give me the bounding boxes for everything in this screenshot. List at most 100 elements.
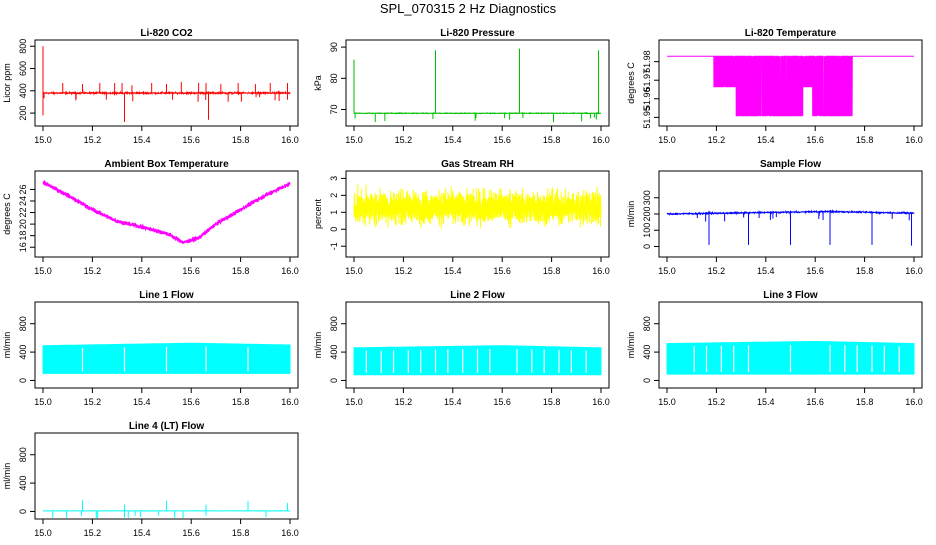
x-tick-label: 15.8 xyxy=(232,135,250,145)
chart-title: Li-820 Temperature xyxy=(745,28,837,39)
y-tick-label: 400 xyxy=(18,476,28,491)
y-tick-label: 0 xyxy=(329,378,339,383)
chart-title: Li-820 Pressure xyxy=(440,28,515,39)
x-tick-label: 15.6 xyxy=(806,135,824,145)
y-tick-label: 0 xyxy=(18,378,28,383)
x-tick-label: 15.0 xyxy=(34,266,52,276)
y-tick-label: 200 xyxy=(642,206,652,221)
x-tick-label: 15.6 xyxy=(806,397,824,407)
x-tick-label: 15.6 xyxy=(806,266,824,276)
y-tick-label: 26 xyxy=(18,184,28,194)
x-tick-label: 15.4 xyxy=(133,266,151,276)
x-tick-label: 15.2 xyxy=(84,266,102,276)
x-tick-label: 15.8 xyxy=(543,266,561,276)
series-line xyxy=(354,184,601,229)
chart-title: Ambient Box Temperature xyxy=(104,159,229,170)
x-tick-label: 15.0 xyxy=(34,135,52,145)
y-tick-label: 400 xyxy=(642,345,652,360)
chart-title: Line 3 Flow xyxy=(763,290,818,301)
x-tick-label: 16.0 xyxy=(281,528,299,538)
x-tick-label: 16.0 xyxy=(281,135,299,145)
y-axis-label: Licor ppm xyxy=(2,63,12,103)
y-tick-label: 0 xyxy=(642,378,652,383)
y-tick-label: 22 xyxy=(18,208,28,218)
x-tick-label: 15.4 xyxy=(133,528,151,538)
y-axis-label: ml/min xyxy=(313,332,323,359)
x-tick-label: 15.6 xyxy=(493,266,511,276)
chart-title: Line 2 Flow xyxy=(450,290,505,301)
x-tick-label: 16.0 xyxy=(905,135,923,145)
y-axis-label: percent xyxy=(313,198,323,229)
x-tick-label: 15.6 xyxy=(182,397,200,407)
x-tick-label: 15.2 xyxy=(84,135,102,145)
y-tick-label: 800 xyxy=(329,316,339,331)
x-tick-label: 15.0 xyxy=(34,397,52,407)
x-tick-label: 15.2 xyxy=(395,135,413,145)
x-tick-label: 16.0 xyxy=(281,266,299,276)
x-tick-label: 15.0 xyxy=(345,397,363,407)
y-tick-label: 800 xyxy=(18,316,28,331)
x-tick-label: 15.4 xyxy=(444,397,462,407)
y-tick-label: 51.98 xyxy=(642,50,652,73)
x-tick-label: 16.0 xyxy=(905,266,923,276)
y-tick-label: 400 xyxy=(18,83,28,98)
y-tick-label: 70 xyxy=(329,105,339,115)
x-tick-label: 15.2 xyxy=(708,397,726,407)
y-tick-label: 0 xyxy=(18,509,28,514)
y-tick-label: 600 xyxy=(18,61,28,76)
y-tick-label: 0 xyxy=(642,244,652,249)
x-tick-label: 15.2 xyxy=(84,528,102,538)
series-line xyxy=(667,56,914,115)
plot-frame xyxy=(35,171,298,257)
chart-title: Line 4 (LT) Flow xyxy=(129,421,205,432)
x-tick-label: 16.0 xyxy=(592,135,610,145)
y-tick-label: 20 xyxy=(18,219,28,229)
x-tick-label: 15.8 xyxy=(232,266,250,276)
y-tick-label: 16 xyxy=(18,242,28,252)
y-tick-label: 18 xyxy=(18,231,28,241)
y-tick-label: 1 xyxy=(329,210,339,215)
x-tick-label: 15.2 xyxy=(395,266,413,276)
x-tick-label: 16.0 xyxy=(592,266,610,276)
x-tick-label: 15.4 xyxy=(444,135,462,145)
y-axis-label: ml/min xyxy=(626,201,636,228)
x-tick-label: 15.8 xyxy=(856,135,874,145)
x-tick-label: 15.0 xyxy=(658,397,676,407)
x-tick-label: 15.2 xyxy=(708,266,726,276)
figure-title: SPL_070315 2 Hz Diagnostics xyxy=(0,1,936,16)
x-tick-label: 16.0 xyxy=(592,397,610,407)
x-tick-label: 15.8 xyxy=(232,528,250,538)
y-tick-label: -1 xyxy=(329,242,339,250)
x-tick-label: 15.4 xyxy=(133,397,151,407)
y-tick-label: 100 xyxy=(642,223,652,238)
y-tick-label: 800 xyxy=(18,447,28,462)
x-tick-label: 15.4 xyxy=(757,266,775,276)
x-tick-label: 15.6 xyxy=(182,266,200,276)
y-tick-label: 90 xyxy=(329,42,339,52)
y-axis-label: degrees C xyxy=(626,62,636,104)
x-tick-label: 15.8 xyxy=(232,397,250,407)
y-tick-label: 0 xyxy=(329,227,339,232)
x-tick-label: 15.6 xyxy=(182,528,200,538)
x-tick-label: 15.0 xyxy=(658,135,676,145)
x-tick-label: 15.8 xyxy=(543,397,561,407)
chart-title: Li-820 CO2 xyxy=(140,28,193,39)
y-tick-label: 80 xyxy=(329,73,339,83)
x-tick-label: 15.8 xyxy=(856,266,874,276)
x-tick-label: 15.6 xyxy=(493,135,511,145)
y-tick-label: 400 xyxy=(18,345,28,360)
x-tick-label: 15.8 xyxy=(543,135,561,145)
plot-frame xyxy=(35,40,298,126)
